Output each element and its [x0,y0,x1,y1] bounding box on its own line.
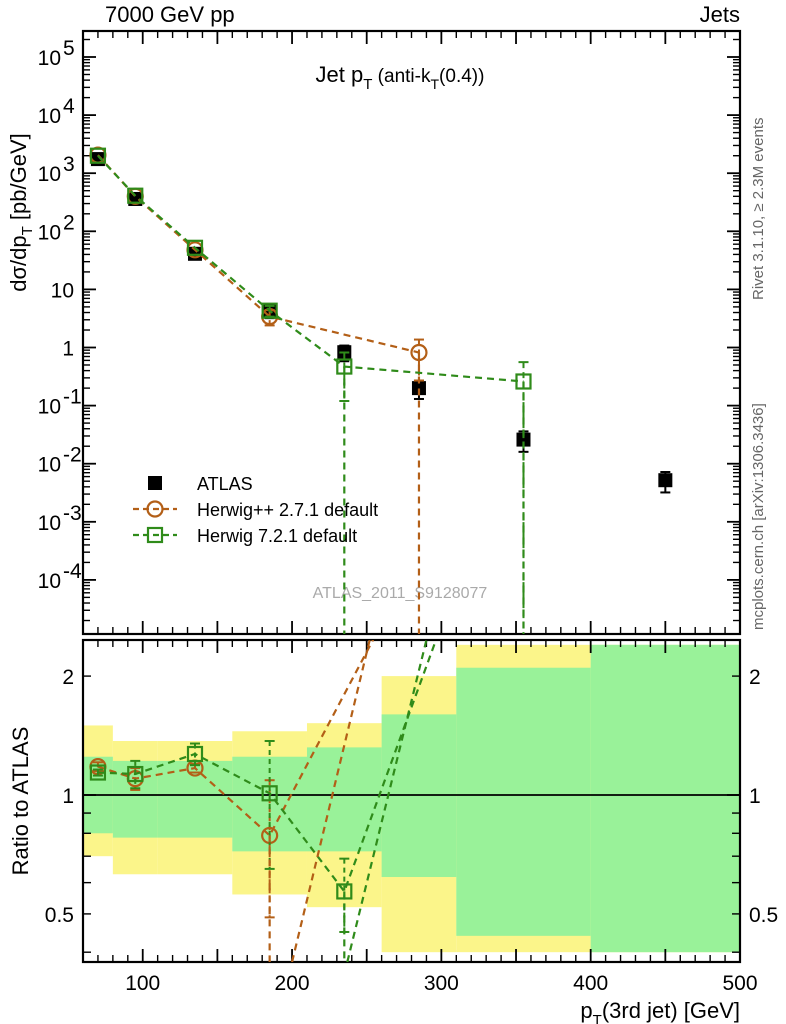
legend-label: Herwig++ 2.7.1 default [197,500,378,520]
legend-marker-open-square [146,526,164,544]
main-y-tick-exponent: 5 [63,37,75,60]
main-y-tick-label: 10 [38,105,61,128]
ratio-y-tick-label-right: 1 [749,785,761,808]
mcplots-credit-label: mcplots.cern.ch [arXiv:1306.3436] [750,403,767,630]
main-y-tick-label: 10 [38,454,61,477]
data-point-marker [658,473,673,488]
rivet-version-label: Rivet 3.1.10, ≥ 2.3M events [750,118,767,301]
main-y-tick-exponent: -1 [63,386,82,409]
band-inner-segment [306,747,382,852]
ratio-point-marker [89,764,107,781]
main-y-tick-label: 10 [38,163,61,186]
series-open-square [89,147,532,634]
header: 7000 GeV pp Jets [105,2,740,27]
main-y-axis-title: dσ/dpT [pb/GeV] [6,133,36,292]
x-tick-label: 100 [125,972,160,995]
series-line [97,154,524,383]
data-point-marker [411,381,426,396]
main-panel: ATLAS_2011_S9128077 [81,29,742,636]
ratio-point-marker [261,785,278,802]
legend-entry[interactable]: Herwig++ 2.7.1 default [133,500,378,520]
main-y-tick-exponent: 3 [63,153,75,176]
band-inner-segment [456,667,591,936]
ratio-riser-herwigpp [290,640,371,962]
legend: ATLAS Herwig++ 2.7.1 default Herwig 7.2.1 … [133,474,378,546]
ratio-y-tick-label-left: 2 [62,666,74,689]
ratio-point-marker [186,745,204,763]
main-y-tick-exponent: 2 [63,211,75,234]
ratio-y-tick-label-left: 1 [62,785,74,808]
legend-label: ATLAS [197,474,253,494]
side-labels: Rivet 3.1.10, ≥ 2.3M events mcplots.cern.… [750,118,767,631]
ratio-riser-herwig7 [346,640,428,962]
analysis-group-label: Jets [700,2,740,27]
main-y-tick-exponent: 4 [63,95,75,118]
legend-entry[interactable]: ATLAS [148,474,253,494]
analysis-id-watermark: ATLAS_2011_S9128077 [313,585,488,602]
data-point-marker [89,147,107,164]
main-y-tick-exponent: -2 [63,444,82,467]
ratio-y-tick-label-left: 0.5 [45,904,74,927]
series-line [97,154,420,354]
ratio-y-tick-label-right: 2 [749,666,761,689]
main-y-tick-label: 10 [38,512,61,535]
legend-entry[interactable]: Herwig 7.2.1 default [133,526,357,546]
x-tick-label: 200 [275,972,310,995]
x-tick-label: 400 [573,972,608,995]
main-y-tick-label: 1 [62,338,74,361]
x-axis-labels: 100 200 300 400 500 pT(3rd jet) [GeV] [125,972,757,1024]
main-y-tick-label: 10 [38,221,61,244]
band-inner-segment [590,644,740,953]
series-filled-square [90,152,673,494]
main-data-series [89,146,673,634]
main-y-tick-exponent: -4 [63,560,82,583]
legend-marker-filled-square [148,476,162,490]
ratio-y-axis-title: Ratio to ATLAS [8,727,33,876]
offscale-droplines [343,352,525,634]
ratio-y-tick-label-right: 0.5 [749,904,778,927]
main-y-tick-label: 10 [38,47,61,70]
data-point-marker [261,302,278,319]
band-inner-segment [157,760,233,838]
main-panel-frame [81,29,742,636]
main-y-tick-label: 10 [38,396,61,419]
ratio-uncertainty-bands [83,644,740,953]
ratio-y-tick-labels: 2 2 1 1 0.5 0.5 Ratio to ATLAS [8,666,778,927]
x-axis-title: pT(3rd jet) [GeV] [580,998,740,1024]
data-point-marker [516,432,531,447]
legend-label: Herwig 7.2.1 default [197,526,357,546]
main-y-tick-label: 10 [38,570,61,593]
data-point-marker [410,343,428,362]
x-tick-label: 300 [424,972,459,995]
ratio-data-series [89,640,438,962]
beam-energy-label: 7000 GeV pp [105,2,235,27]
ratio-panel [81,638,742,964]
main-y-tick-exponent: -3 [63,502,82,525]
main-y-tick-label: 10 [51,279,74,302]
main-plot-title: Jet pT (anti-kT(0.4)) [316,62,485,93]
ratio-point-marker [127,765,144,783]
x-tick-label: 500 [722,972,757,995]
legend-marker-open-circle [146,500,164,518]
data-point-marker [186,239,204,256]
series-open-circle [89,146,428,382]
data-point-marker [127,187,144,204]
